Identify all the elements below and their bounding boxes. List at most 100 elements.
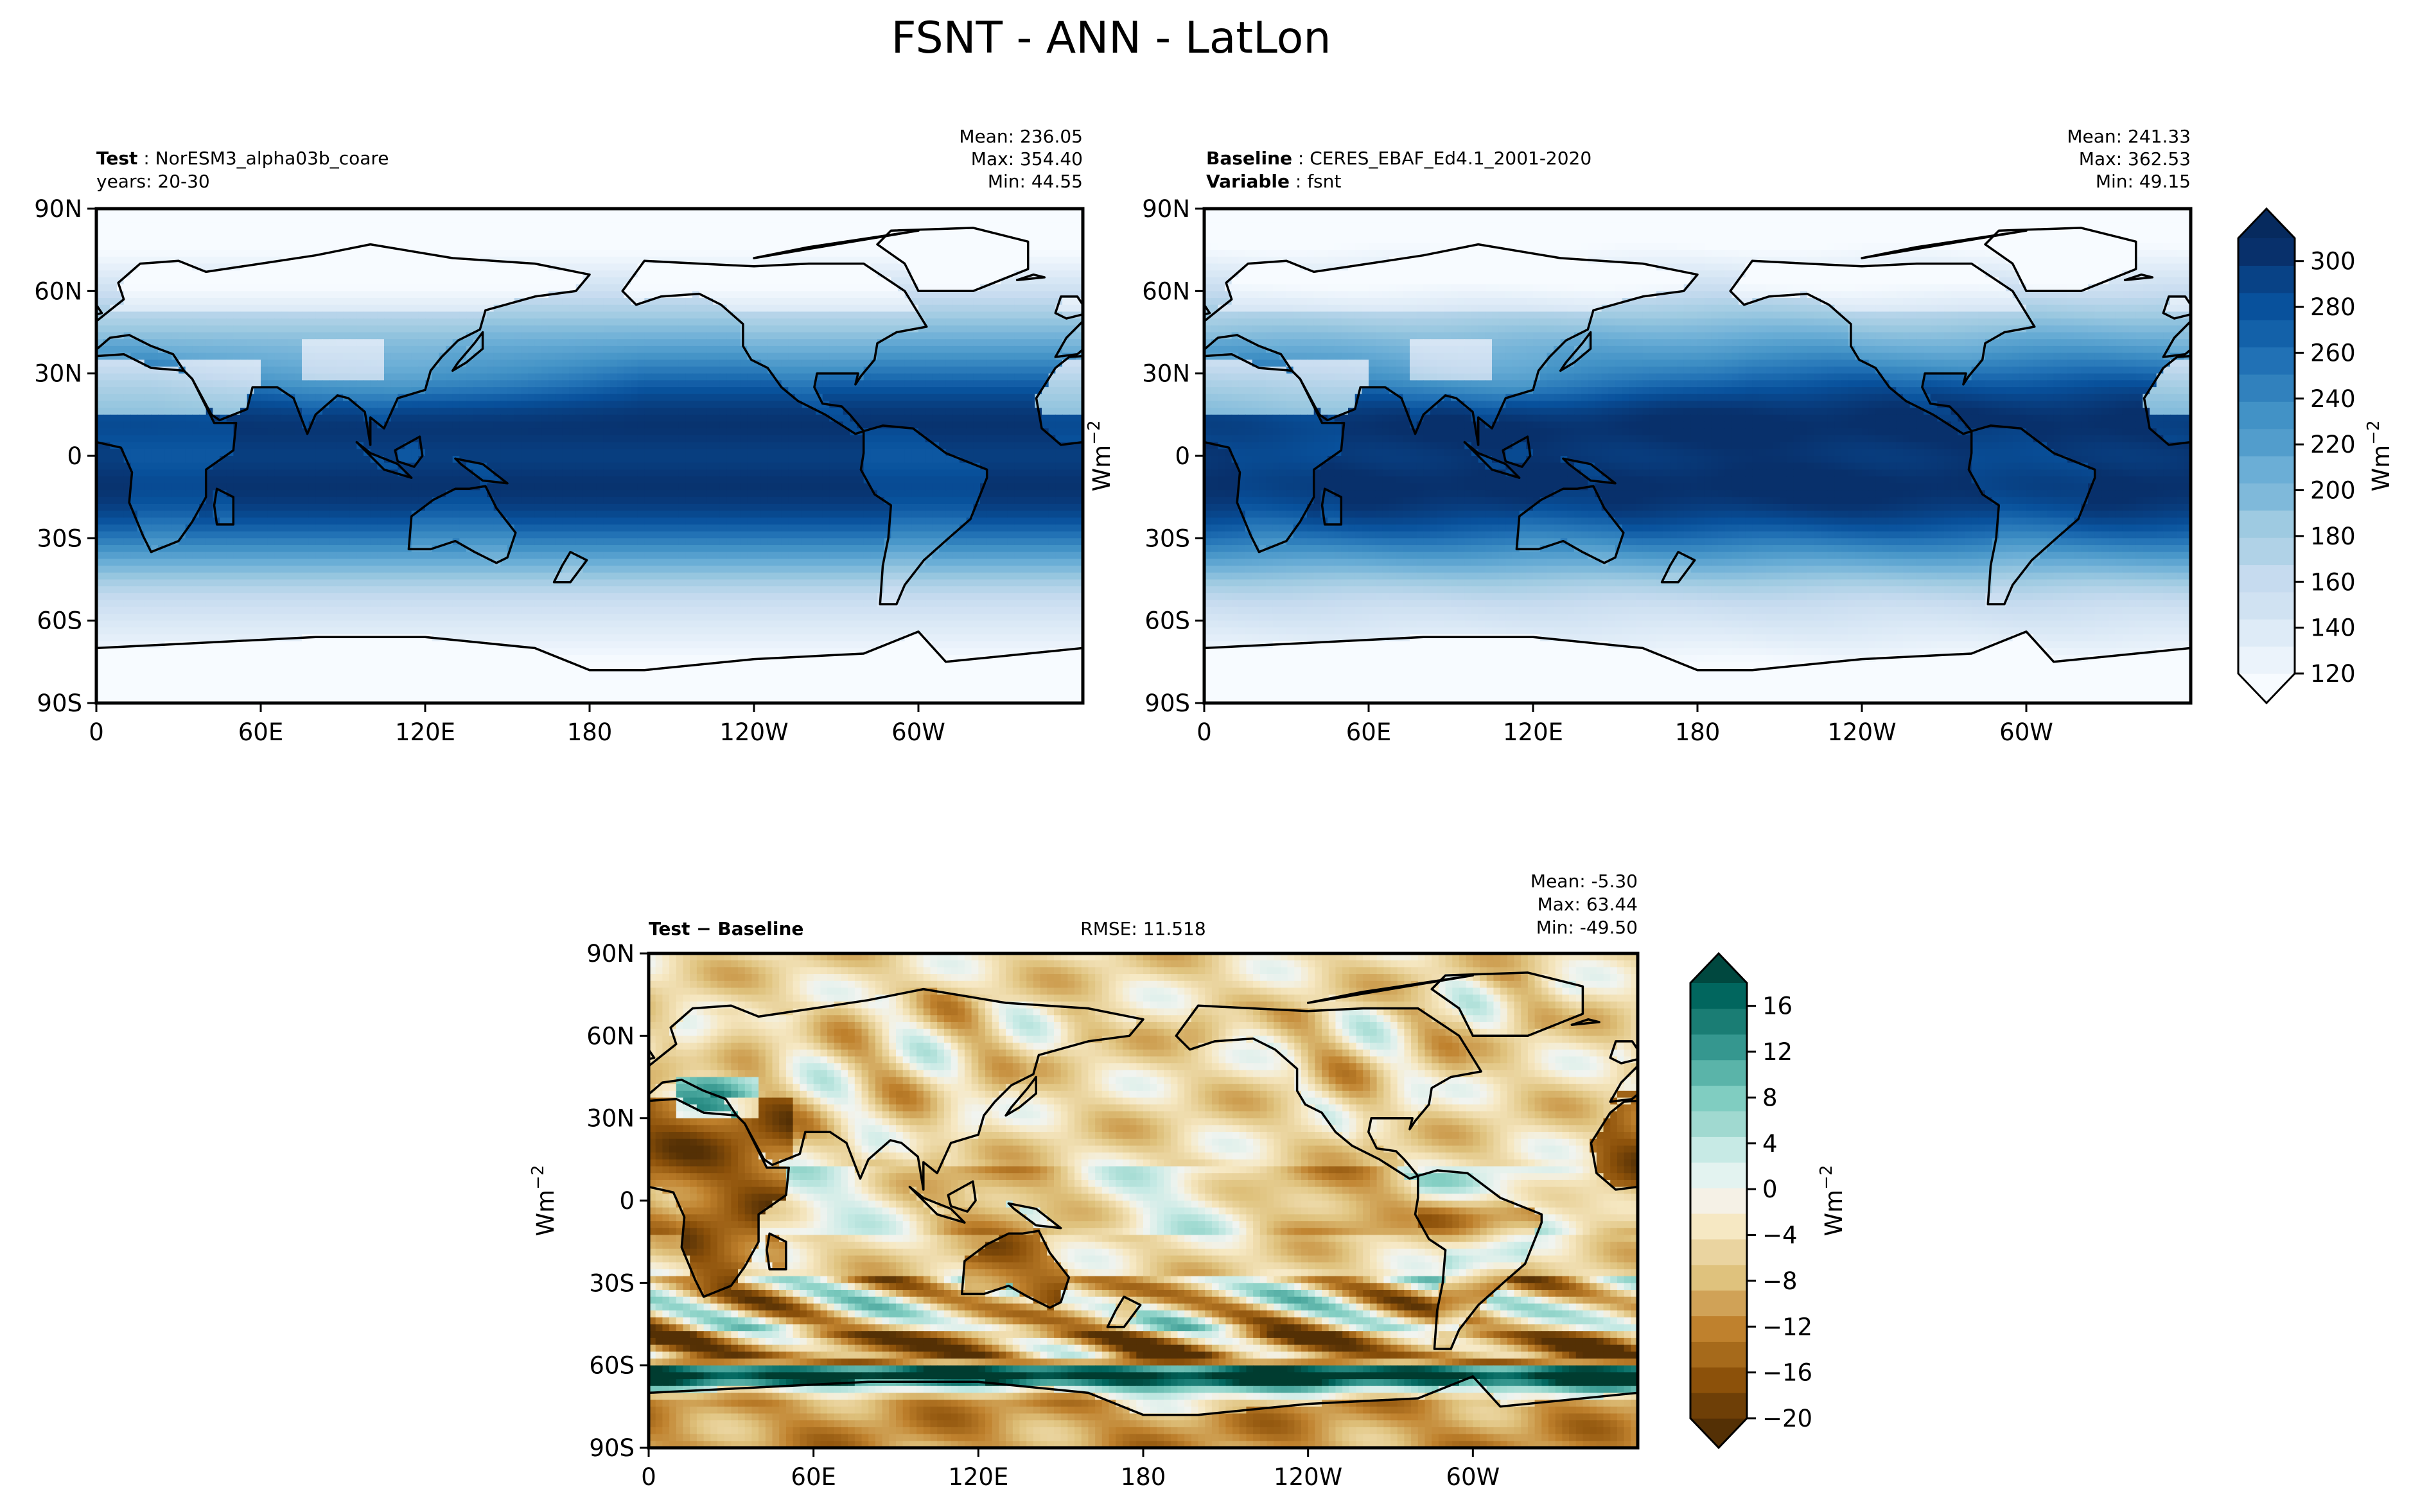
field-cell bbox=[980, 270, 988, 278]
field-cell bbox=[651, 298, 659, 306]
field-cell bbox=[315, 325, 323, 333]
field-cell bbox=[199, 284, 207, 291]
field-cell bbox=[788, 345, 796, 354]
field-cell bbox=[952, 270, 960, 278]
field-cell bbox=[651, 373, 659, 381]
field-cell bbox=[637, 304, 645, 313]
field-cell bbox=[199, 414, 207, 422]
field-cell bbox=[144, 373, 152, 381]
field-cell bbox=[267, 229, 275, 237]
field-cell bbox=[514, 352, 522, 360]
field-cell bbox=[171, 277, 179, 285]
field-cell bbox=[158, 311, 166, 319]
field-cell bbox=[1014, 366, 1022, 374]
field-cell bbox=[590, 209, 597, 216]
field-cell bbox=[432, 366, 439, 374]
field-cell bbox=[405, 215, 412, 223]
field-cell bbox=[103, 387, 110, 395]
field-cell bbox=[384, 318, 392, 326]
field-cell bbox=[760, 421, 768, 429]
field-cell bbox=[364, 229, 371, 237]
field-cell bbox=[713, 318, 721, 326]
field-cell bbox=[816, 209, 823, 216]
field-cell bbox=[1035, 222, 1042, 230]
field-cell bbox=[254, 360, 261, 367]
field-cell bbox=[740, 263, 748, 271]
field-cell bbox=[754, 332, 762, 340]
field-cell bbox=[151, 339, 159, 347]
field-cell bbox=[911, 345, 919, 354]
field-cell bbox=[719, 428, 727, 436]
field-cell bbox=[1014, 243, 1022, 250]
field-cell bbox=[336, 401, 344, 408]
field-cell bbox=[487, 387, 495, 395]
field-cell bbox=[740, 318, 748, 326]
field-cell bbox=[678, 318, 686, 326]
field-cell bbox=[1021, 408, 1029, 415]
field-cell bbox=[651, 215, 659, 223]
field-cell bbox=[692, 325, 700, 333]
field-cell bbox=[795, 256, 803, 265]
field-cell bbox=[473, 304, 480, 313]
field-cell bbox=[226, 270, 234, 278]
field-cell bbox=[713, 332, 721, 340]
field-cell bbox=[596, 380, 604, 388]
field-cell bbox=[117, 373, 125, 381]
field-cell bbox=[850, 270, 857, 278]
field-cell bbox=[1007, 318, 1015, 326]
field-cell bbox=[1001, 428, 1008, 436]
field-cell bbox=[719, 387, 727, 395]
field-cell bbox=[596, 408, 604, 415]
field-cell bbox=[1042, 270, 1049, 278]
field-cell bbox=[809, 332, 816, 340]
field-cell bbox=[446, 414, 453, 422]
field-cell bbox=[514, 380, 522, 388]
field-cell bbox=[562, 373, 570, 381]
field-cell bbox=[857, 345, 864, 354]
field-cell bbox=[795, 215, 803, 223]
field-cell bbox=[925, 298, 933, 306]
field-cell bbox=[590, 380, 597, 388]
field-cell bbox=[446, 277, 453, 285]
field-cell bbox=[699, 311, 706, 319]
field-cell bbox=[1028, 352, 1035, 360]
field-cell bbox=[822, 298, 830, 306]
field-cell bbox=[836, 250, 844, 257]
field-cell bbox=[850, 304, 857, 313]
field-cell bbox=[384, 428, 392, 436]
field-cell bbox=[110, 284, 118, 291]
field-cell bbox=[110, 352, 118, 360]
field-cell bbox=[534, 352, 542, 360]
field-cell bbox=[247, 352, 254, 360]
field-cell bbox=[658, 236, 665, 244]
field-cell bbox=[295, 435, 302, 443]
field-cell bbox=[267, 270, 275, 278]
field-cell bbox=[96, 435, 104, 443]
field-cell bbox=[870, 209, 878, 216]
field-cell bbox=[610, 435, 618, 443]
field-cell bbox=[384, 325, 392, 333]
field-cell bbox=[206, 215, 213, 223]
field-cell bbox=[836, 304, 844, 313]
field-cell bbox=[137, 209, 145, 216]
field-cell bbox=[706, 250, 714, 257]
field-cell bbox=[356, 311, 364, 319]
field-cell bbox=[939, 236, 947, 244]
field-cell bbox=[364, 277, 371, 285]
field-cell bbox=[452, 373, 460, 381]
field-cell bbox=[103, 325, 110, 333]
field-cell bbox=[850, 263, 857, 271]
field-cell bbox=[226, 345, 234, 354]
field-cell bbox=[192, 428, 200, 436]
field-cell bbox=[596, 318, 604, 326]
field-cell bbox=[672, 380, 679, 388]
field-cell bbox=[644, 243, 652, 250]
field-cell bbox=[411, 277, 419, 285]
field-cell bbox=[199, 229, 207, 237]
field-cell bbox=[487, 236, 495, 244]
field-cell bbox=[473, 428, 480, 436]
field-cell bbox=[336, 318, 344, 326]
field-cell bbox=[733, 298, 741, 306]
field-cell bbox=[590, 229, 597, 237]
field-cell bbox=[857, 277, 864, 285]
